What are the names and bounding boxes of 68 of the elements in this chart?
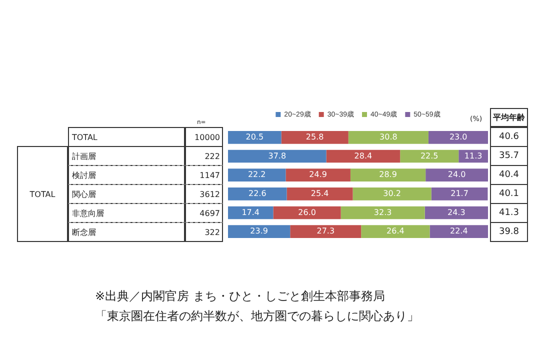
text: 平均年齢 — [490, 108, 528, 127]
text: 39.8 — [490, 222, 528, 242]
data-label: 28.9 — [379, 170, 397, 180]
data-label: 22.4 — [450, 226, 468, 236]
text: 40.1 — [490, 184, 528, 204]
data-label: 30.2 — [383, 188, 401, 198]
data-label: 22.6 — [248, 188, 266, 198]
data-label: 24.9 — [309, 170, 327, 180]
y-tick-label: TOTAL — [68, 127, 185, 147]
text: 41.3 — [490, 203, 528, 223]
y-tick-label: 非意向層 — [68, 203, 185, 223]
bar — [426, 168, 488, 182]
text: 322 — [185, 222, 223, 242]
bar — [424, 206, 488, 220]
data-label: 26.4 — [386, 226, 404, 236]
data-label: 26.0 — [298, 208, 316, 217]
bar — [350, 168, 426, 182]
data-label: 27.3 — [316, 226, 335, 236]
bar — [228, 225, 290, 238]
bar — [361, 225, 430, 238]
bar — [431, 188, 488, 200]
bar — [286, 168, 350, 182]
bar — [348, 131, 428, 144]
bar — [281, 131, 348, 144]
bar — [428, 131, 488, 144]
data-label: 28.4 — [354, 151, 372, 160]
data-label: 22.2 — [248, 170, 266, 180]
data-label: 25.4 — [310, 188, 329, 198]
data-label: 24.0 — [448, 170, 466, 180]
text: 222 — [185, 146, 223, 166]
text: 40.6 — [490, 127, 528, 147]
bar — [228, 150, 326, 163]
bar — [273, 206, 341, 220]
text: 35.7 — [490, 146, 528, 166]
y-tick-label: 断念層 — [68, 222, 185, 242]
data-label: 32.3 — [374, 208, 392, 217]
bar — [290, 225, 362, 238]
text: 4697 — [185, 203, 223, 223]
data-label: 21.7 — [450, 188, 468, 198]
data-label: 11.3 — [464, 151, 482, 160]
bar — [228, 206, 274, 220]
data-label: 22.5 — [420, 151, 438, 160]
text: 3612 — [185, 184, 223, 204]
bar — [400, 150, 459, 163]
text: 10000 — [185, 127, 223, 147]
bar — [286, 188, 353, 200]
bar — [352, 188, 432, 200]
text: 1147 — [185, 165, 223, 185]
data-label: 23.9 — [250, 226, 268, 236]
y-tick-label: 計画層 — [68, 146, 185, 166]
y-tick-label: 関心層 — [68, 184, 185, 204]
text: ※出典／内閣官房 まち・ひと・しごと創生本部事務局 — [95, 288, 385, 305]
bar — [228, 168, 286, 182]
data-label: 25.8 — [306, 132, 324, 142]
data-label: 37.8 — [268, 151, 286, 160]
data-label: 30.8 — [380, 132, 398, 142]
bar — [228, 131, 282, 144]
bar — [228, 188, 287, 200]
data-label: 17.4 — [242, 208, 260, 217]
data-label: 24.3 — [448, 208, 466, 217]
bar — [326, 150, 400, 163]
text: 40.4 — [490, 165, 528, 185]
data-label: 20.5 — [246, 132, 264, 142]
text: 「東京圏在住者の約半数が、地方圏での暮らしに関心あり」 — [95, 308, 419, 325]
bar — [430, 225, 488, 238]
y-tick-label: 検討層 — [68, 165, 185, 185]
bar — [340, 206, 425, 220]
data-label: 23.0 — [449, 132, 468, 142]
